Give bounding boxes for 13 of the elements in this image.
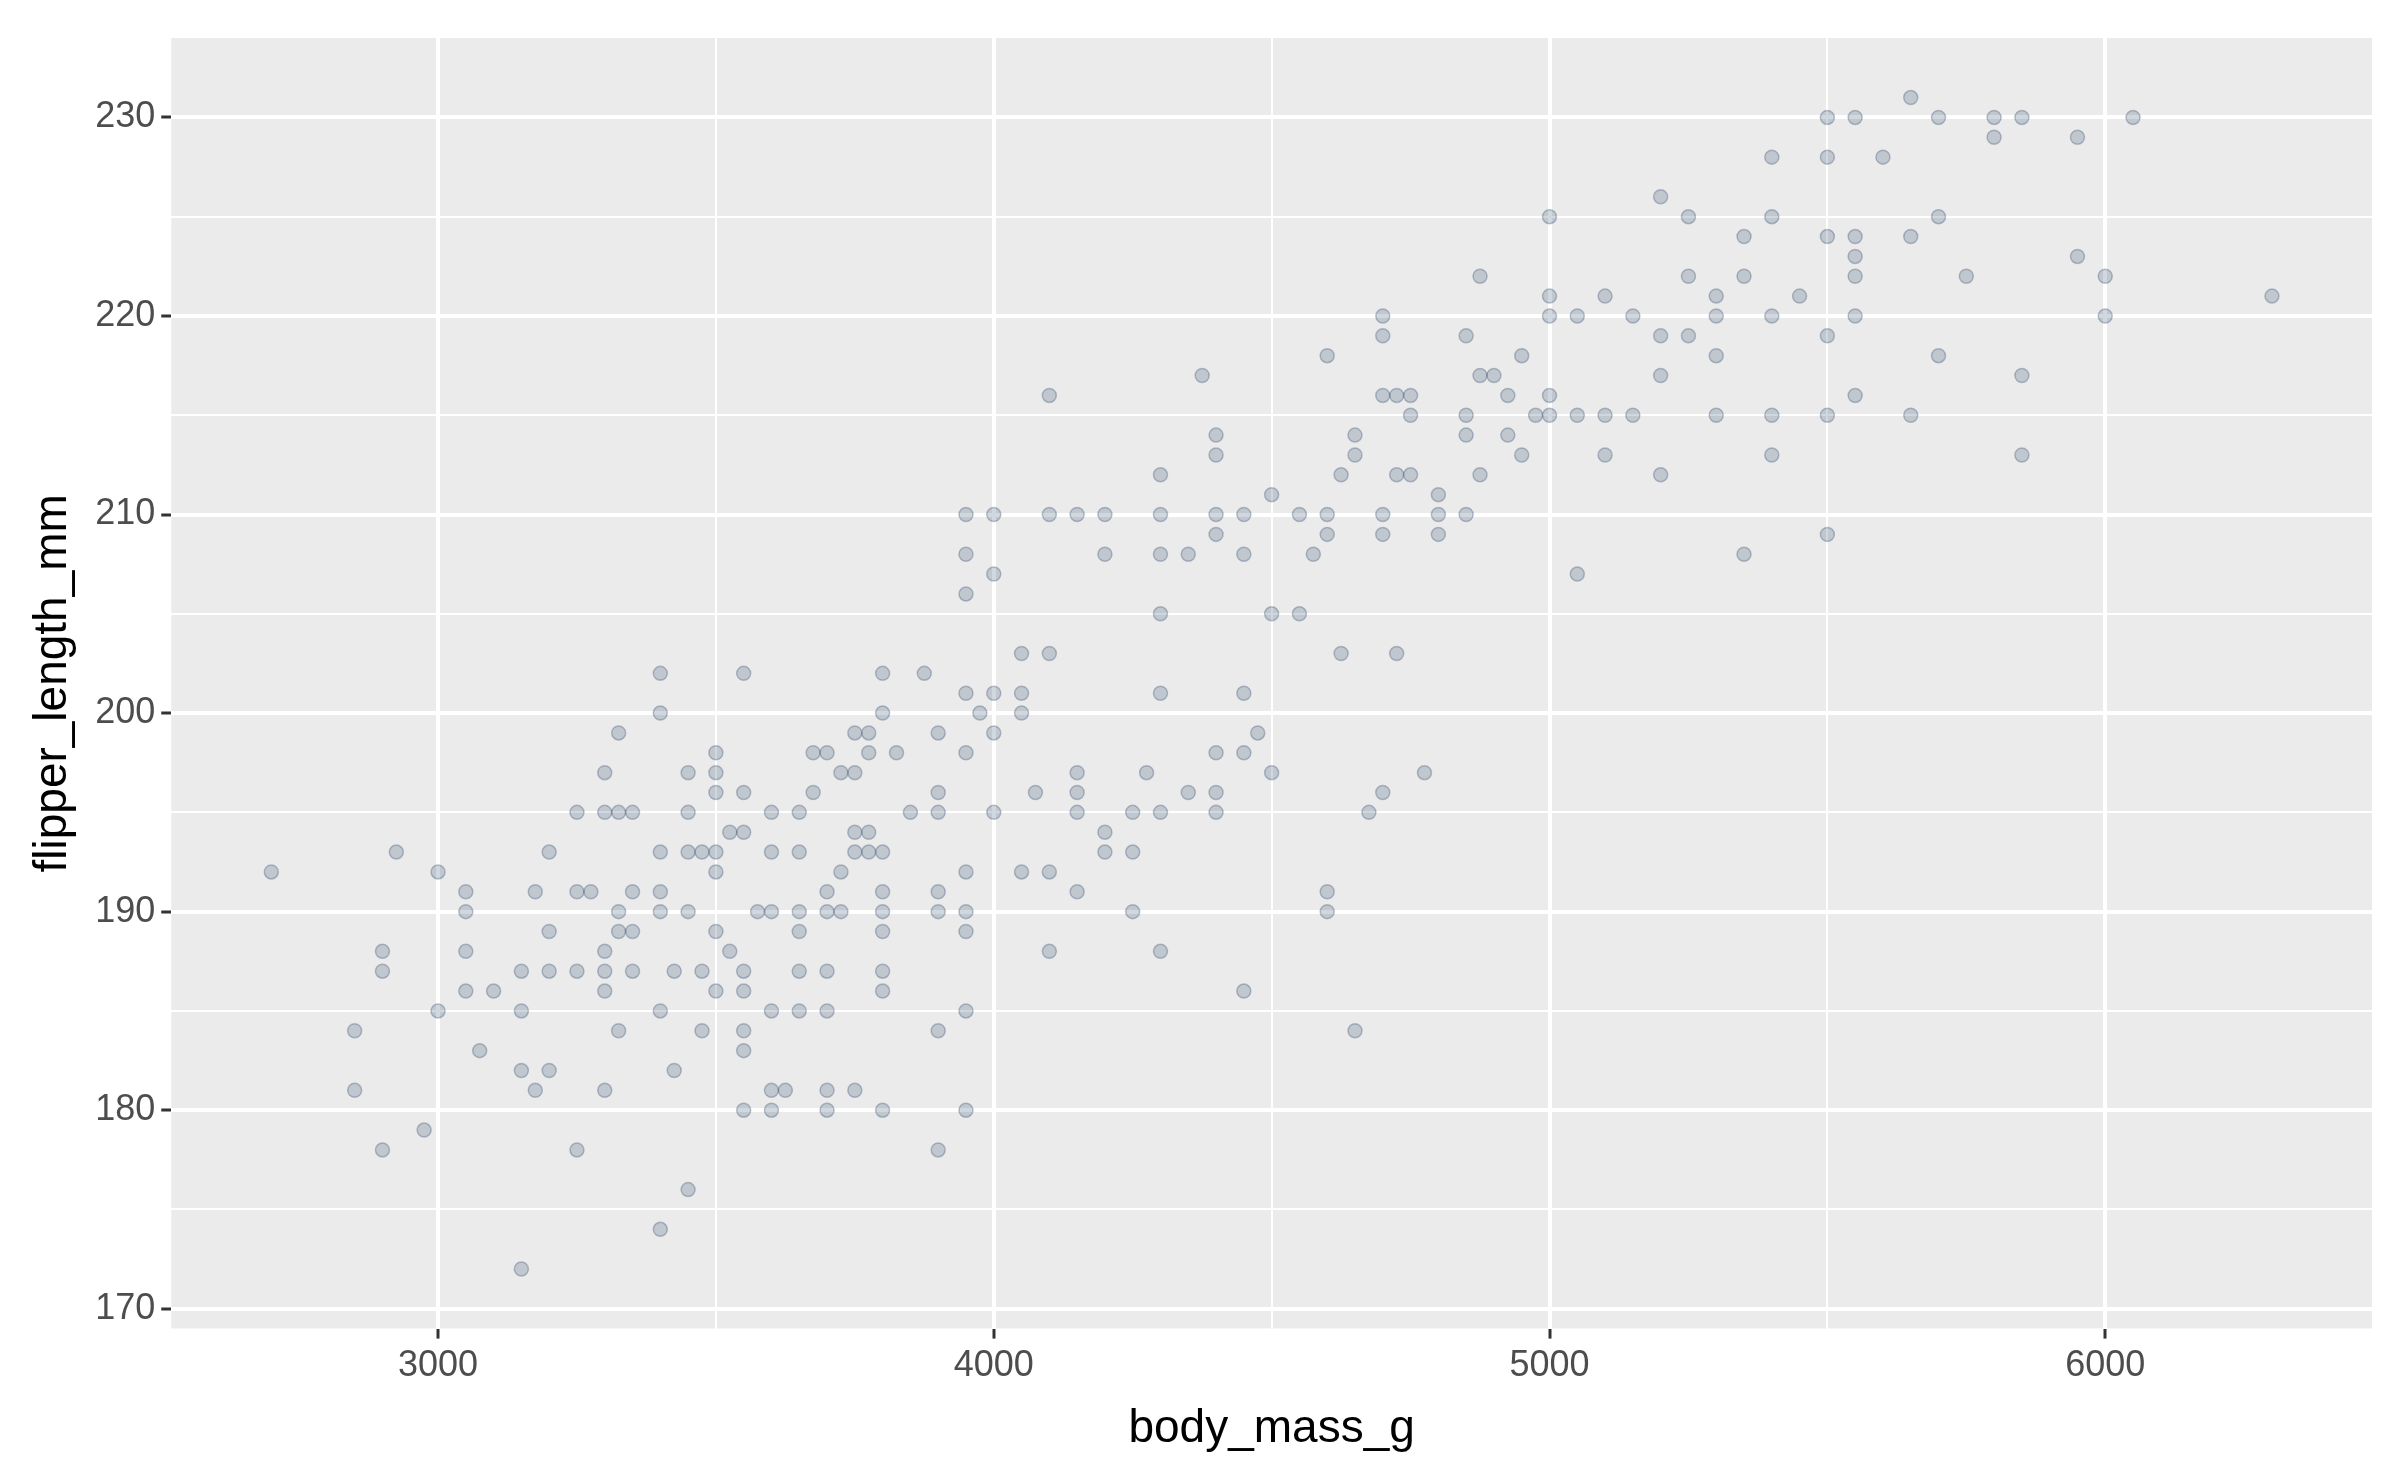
y-tick-label: 180: [95, 1087, 156, 1129]
y-tick-label: 210: [95, 491, 156, 533]
y-tick-label: 200: [95, 690, 156, 731]
y-tick-label: 220: [95, 292, 156, 334]
x-tick-label: 4000: [953, 1343, 1034, 1385]
x-tick-label: 3000: [397, 1343, 479, 1385]
y-tick-label: 170: [95, 1285, 156, 1327]
y-axis-title: flipper_length_mm: [24, 494, 77, 873]
x-axis-title: body_mass_g: [1128, 1400, 1415, 1453]
x-tick-label: 6000: [2065, 1343, 2146, 1385]
x-tick-label: 5000: [1509, 1343, 1590, 1385]
y-tick-label: 190: [95, 888, 156, 930]
y-tick-label: 230: [95, 94, 156, 136]
